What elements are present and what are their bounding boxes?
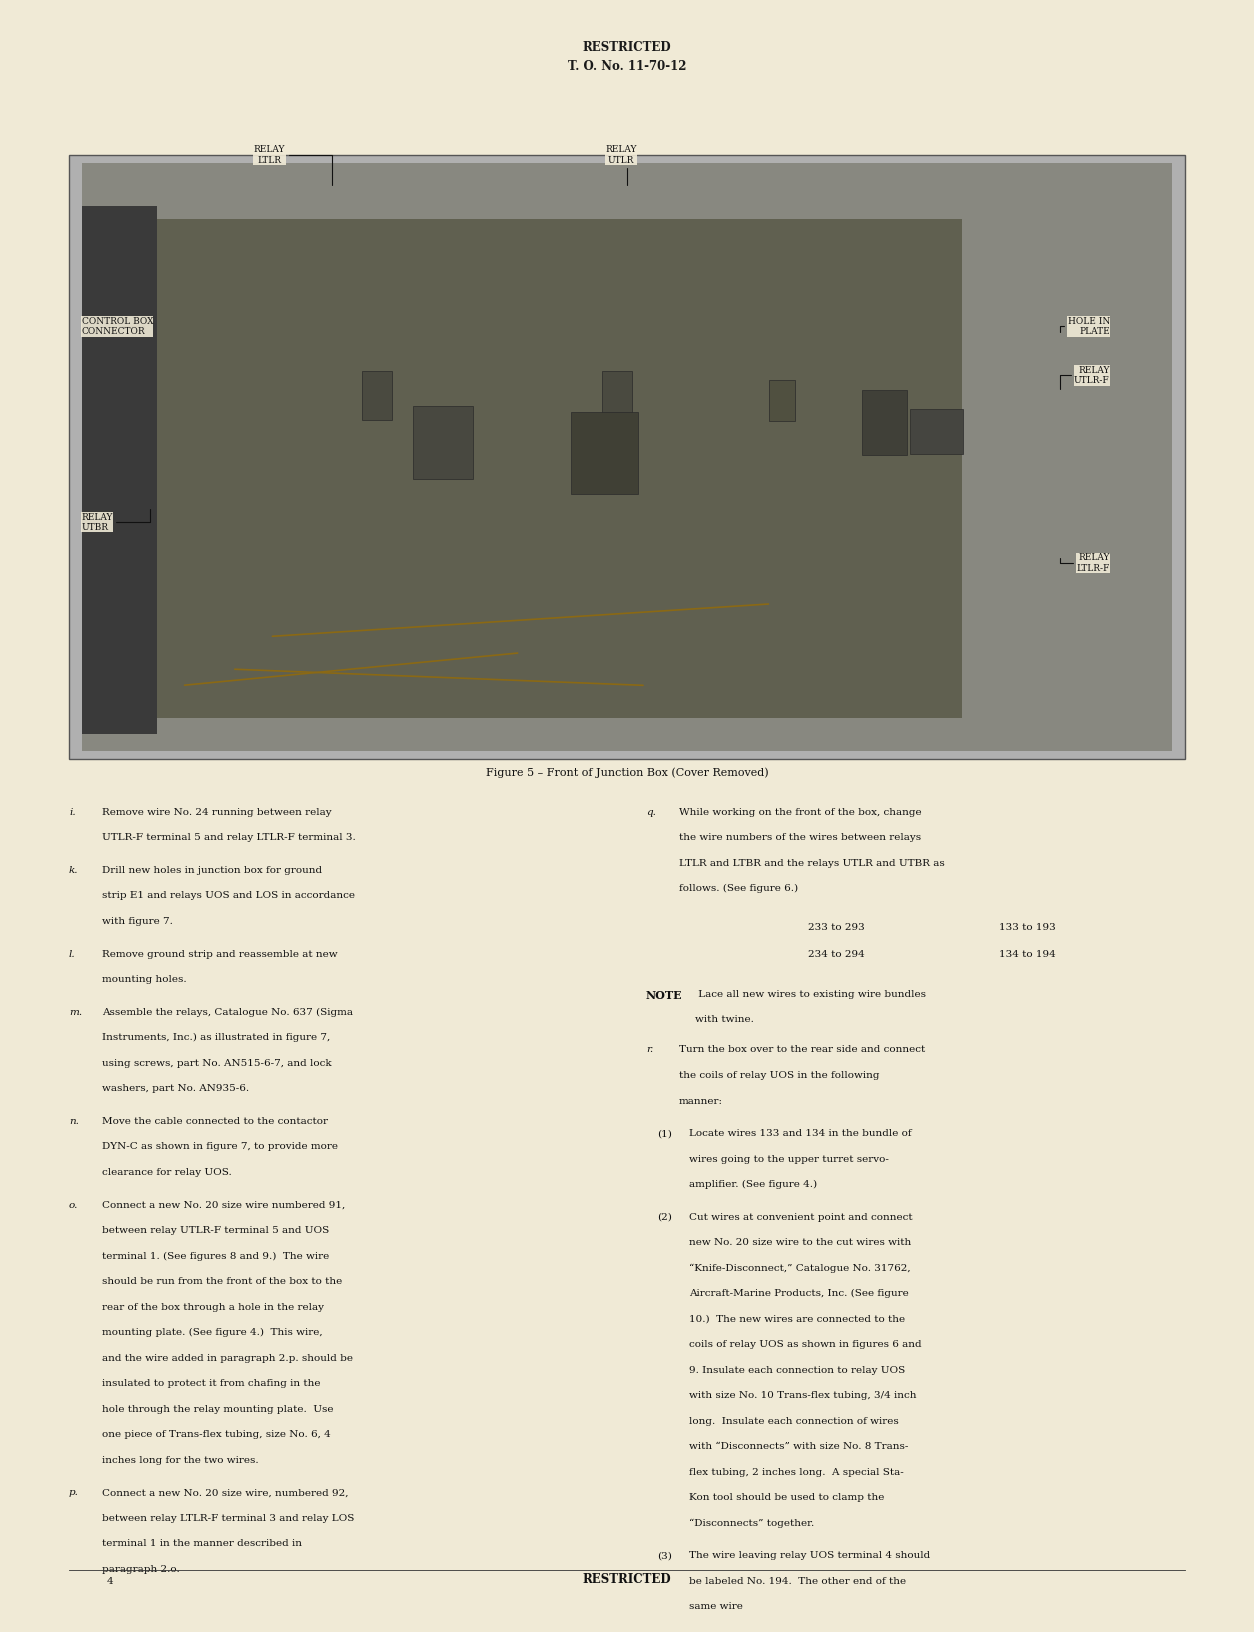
Text: (2): (2) [657, 1213, 672, 1222]
Text: Remove ground strip and reassemble at new: Remove ground strip and reassemble at ne… [102, 950, 337, 958]
Text: NOTE: NOTE [646, 991, 682, 1002]
Text: clearance for relay UOS.: clearance for relay UOS. [102, 1169, 232, 1177]
Bar [82, 206, 157, 734]
Bar [82, 163, 1172, 751]
Text: Figure 5 – Front of Junction Box (Cover Removed): Figure 5 – Front of Junction Box (Cover … [485, 767, 769, 777]
Text: p.: p. [69, 1488, 79, 1497]
Text: 4: 4 [107, 1577, 113, 1586]
Text: Cut wires at convenient point and connect: Cut wires at convenient point and connec… [690, 1213, 913, 1222]
Text: LTLR and LTBR and the relays UTLR and UTBR as: LTLR and LTBR and the relays UTLR and UT… [678, 858, 944, 868]
Bar [414, 406, 474, 480]
Text: and the wire added in paragraph 2.p. should be: and the wire added in paragraph 2.p. sho… [102, 1353, 352, 1363]
Text: m.: m. [69, 1009, 82, 1017]
Text: Locate wires 133 and 134 in the bundle of: Locate wires 133 and 134 in the bundle o… [690, 1129, 912, 1138]
Text: mounting plate. (See figure 4.)  This wire,: mounting plate. (See figure 4.) This wir… [102, 1328, 322, 1337]
Text: CONTROL BOX
CONNECTOR: CONTROL BOX CONNECTOR [82, 317, 153, 336]
Bar [144, 219, 963, 718]
Bar [769, 380, 795, 421]
Text: Assemble the relays, Catalogue No. 637 (Sigma: Assemble the relays, Catalogue No. 637 (… [102, 1009, 352, 1017]
Text: Connect a new No. 20 size wire numbered 91,: Connect a new No. 20 size wire numbered … [102, 1201, 345, 1209]
Text: the wire numbers of the wires between relays: the wire numbers of the wires between re… [678, 834, 920, 842]
Text: terminal 1 in the manner described in: terminal 1 in the manner described in [102, 1539, 302, 1549]
Text: manner:: manner: [678, 1097, 722, 1105]
Text: RELAY
UTLR: RELAY UTLR [604, 145, 637, 184]
Text: Connect a new No. 20 size wire, numbered 92,: Connect a new No. 20 size wire, numbered… [102, 1488, 349, 1497]
Text: q.: q. [646, 808, 656, 818]
Text: T. O. No. 11-70-12: T. O. No. 11-70-12 [568, 60, 686, 73]
Text: Lace all new wires to existing wire bundles: Lace all new wires to existing wire bund… [695, 991, 925, 999]
Text: RESTRICTED: RESTRICTED [583, 41, 671, 54]
Text: 10.)  The new wires are connected to the: 10.) The new wires are connected to the [690, 1315, 905, 1324]
Text: While working on the front of the box, change: While working on the front of the box, c… [678, 808, 922, 818]
Text: i.: i. [69, 808, 75, 818]
Text: hole through the relay mounting plate.  Use: hole through the relay mounting plate. U… [102, 1405, 334, 1413]
Text: new No. 20 size wire to the cut wires with: new No. 20 size wire to the cut wires wi… [690, 1239, 912, 1247]
Text: should be run from the front of the box to the: should be run from the front of the box … [102, 1278, 342, 1286]
Text: be labeled No. 194.  The other end of the: be labeled No. 194. The other end of the [690, 1577, 907, 1586]
Text: n.: n. [69, 1116, 79, 1126]
Bar [863, 390, 908, 455]
Text: 133 to 193: 133 to 193 [999, 924, 1056, 932]
Text: UTLR-F terminal 5 and relay LTLR-F terminal 3.: UTLR-F terminal 5 and relay LTLR-F termi… [102, 834, 355, 842]
Bar [362, 370, 393, 419]
Text: l.: l. [69, 950, 75, 958]
Text: coils of relay UOS as shown in figures 6 and: coils of relay UOS as shown in figures 6… [690, 1340, 922, 1350]
Bar [602, 370, 632, 419]
Text: k.: k. [69, 867, 79, 875]
Text: RESTRICTED: RESTRICTED [583, 1573, 671, 1586]
Text: with twine.: with twine. [695, 1015, 754, 1023]
Text: Drill new holes in junction box for ground: Drill new holes in junction box for grou… [102, 867, 322, 875]
Text: with figure 7.: with figure 7. [102, 917, 173, 925]
Text: mounting holes.: mounting holes. [102, 976, 187, 984]
Text: HOLE IN
PLATE: HOLE IN PLATE [1060, 317, 1110, 336]
Text: o.: o. [69, 1201, 78, 1209]
Text: rear of the box through a hole in the relay: rear of the box through a hole in the re… [102, 1302, 324, 1312]
Bar [910, 410, 963, 454]
Text: (1): (1) [657, 1129, 672, 1138]
Text: Kon tool should be used to clamp the: Kon tool should be used to clamp the [690, 1493, 885, 1503]
Text: (3): (3) [657, 1552, 672, 1560]
Text: 233 to 293: 233 to 293 [809, 924, 865, 932]
Text: paragraph 2.o.: paragraph 2.o. [102, 1565, 179, 1573]
Text: follows. (See figure 6.): follows. (See figure 6.) [678, 885, 798, 893]
Text: 234 to 294: 234 to 294 [809, 950, 865, 958]
Text: washers, part No. AN935-6.: washers, part No. AN935-6. [102, 1084, 248, 1093]
Text: 9. Insulate each connection to relay UOS: 9. Insulate each connection to relay UOS [690, 1366, 905, 1374]
Text: Aircraft-Marine Products, Inc. (See figure: Aircraft-Marine Products, Inc. (See figu… [690, 1289, 909, 1299]
Text: between relay LTLR-F terminal 3 and relay LOS: between relay LTLR-F terminal 3 and rela… [102, 1514, 354, 1523]
Text: with size No. 10 Trans-flex tubing, 3/4 inch: with size No. 10 Trans-flex tubing, 3/4 … [690, 1390, 917, 1400]
Text: amplifier. (See figure 4.): amplifier. (See figure 4.) [690, 1180, 818, 1190]
Text: “Knife-Disconnect,” Catalogue No. 31762,: “Knife-Disconnect,” Catalogue No. 31762, [690, 1263, 912, 1273]
Text: flex tubing, 2 inches long.  A special Sta-: flex tubing, 2 inches long. A special St… [690, 1467, 904, 1477]
Text: DYN-C as shown in figure 7, to provide more: DYN-C as shown in figure 7, to provide m… [102, 1142, 337, 1152]
Text: insulated to protect it from chafing in the: insulated to protect it from chafing in … [102, 1379, 320, 1389]
Text: between relay UTLR-F terminal 5 and UOS: between relay UTLR-F terminal 5 and UOS [102, 1226, 329, 1235]
Bar [571, 413, 638, 494]
Text: long.  Insulate each connection of wires: long. Insulate each connection of wires [690, 1417, 899, 1426]
Text: RELAY
UTBR: RELAY UTBR [82, 509, 150, 532]
Text: r.: r. [646, 1046, 653, 1054]
Bar [69, 155, 1185, 759]
Text: strip E1 and relays UOS and LOS in accordance: strip E1 and relays UOS and LOS in accor… [102, 891, 355, 901]
Text: wires going to the upper turret servo-: wires going to the upper turret servo- [690, 1155, 889, 1164]
Text: Move the cable connected to the contactor: Move the cable connected to the contacto… [102, 1116, 327, 1126]
Text: “Disconnects” together.: “Disconnects” together. [690, 1519, 815, 1528]
Text: one piece of Trans-flex tubing, size No. 6, 4: one piece of Trans-flex tubing, size No.… [102, 1430, 331, 1439]
Text: terminal 1. (See figures 8 and 9.)  The wire: terminal 1. (See figures 8 and 9.) The w… [102, 1252, 329, 1260]
Text: inches long for the two wires.: inches long for the two wires. [102, 1456, 258, 1464]
Text: same wire: same wire [690, 1603, 744, 1611]
Text: using screws, part No. AN515-6-7, and lock: using screws, part No. AN515-6-7, and lo… [102, 1059, 331, 1067]
Text: Instruments, Inc.) as illustrated in figure 7,: Instruments, Inc.) as illustrated in fig… [102, 1033, 330, 1043]
Text: the coils of relay UOS in the following: the coils of relay UOS in the following [678, 1071, 879, 1080]
Text: with “Disconnects” with size No. 8 Trans-: with “Disconnects” with size No. 8 Trans… [690, 1443, 909, 1451]
Text: RELAY
UTLR-F: RELAY UTLR-F [1060, 366, 1110, 388]
Text: RELAY
LTLR: RELAY LTLR [253, 145, 332, 184]
Text: RELAY
LTLR-F: RELAY LTLR-F [1060, 553, 1110, 573]
Text: Turn the box over to the rear side and connect: Turn the box over to the rear side and c… [678, 1046, 924, 1054]
Text: The wire leaving relay UOS terminal 4 should: The wire leaving relay UOS terminal 4 sh… [690, 1552, 930, 1560]
Text: 134 to 194: 134 to 194 [999, 950, 1056, 958]
Text: Remove wire No. 24 running between relay: Remove wire No. 24 running between relay [102, 808, 331, 818]
